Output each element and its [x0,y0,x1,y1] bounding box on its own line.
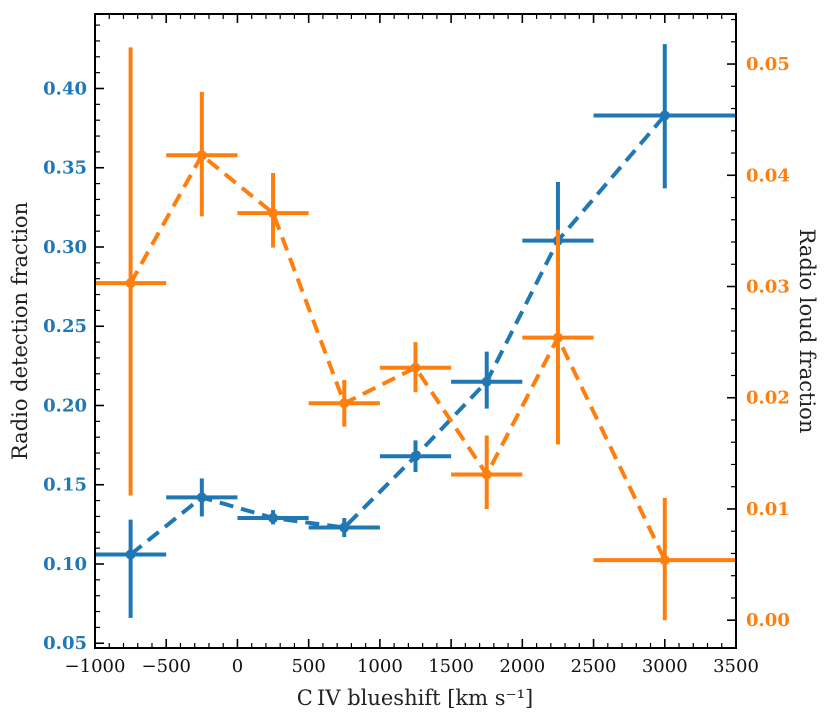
y-right-tick-label: 0.05 [746,54,790,75]
data-point [339,522,350,533]
x-tick-label: 2000 [499,656,545,677]
y-left-tick-label: 0.40 [43,78,87,99]
data-point [196,150,207,161]
series-line-left [129,114,667,557]
data-point [339,398,350,409]
y-right-tick-label: 0.02 [746,388,790,409]
y-left-tick-label: 0.05 [43,633,87,654]
y-right-axis-title: Radio loud fraction [795,229,819,434]
y-right-tick-label: 0.03 [746,277,790,298]
ticks-layer: −1000 −500 0 500 1000 1500 2000 2500 3000 3500 0.0… [43,14,790,677]
x-tick-label: −1000 [65,656,126,677]
y-left-tick-label: 0.30 [43,237,87,258]
x-tick-label: 2500 [571,656,617,677]
data-point [268,208,279,219]
y-left-axis-title: Radio detection fraction [8,202,32,460]
data-point [659,555,670,566]
data-point [125,549,136,560]
data-point [268,513,279,524]
x-tick-label: 3500 [713,656,759,677]
x-tick-label: 1500 [428,656,474,677]
series-layer [95,44,736,621]
x-tick-label: 3000 [642,656,688,677]
series-line-right [128,152,667,561]
x-tick-label: −500 [141,656,190,677]
series-right [95,47,736,621]
y-right-tick-label: 0.04 [746,165,790,186]
data-point [410,451,421,462]
data-point [196,492,207,503]
y-left-tick-label: 0.10 [43,554,87,575]
y-right-tick-label: 0.00 [746,610,790,631]
data-point [481,376,492,387]
x-axis-title: C IV blueshift [km s⁻¹] [297,686,533,710]
y-left-tick-label: 0.20 [43,395,87,416]
plot-frame [94,13,737,649]
data-point [659,110,670,121]
x-tick-label: 0 [232,656,243,677]
data-point [481,469,492,480]
x-tick-label: 1000 [357,656,403,677]
data-point [552,332,563,343]
y-left-tick-label: 0.25 [43,316,87,337]
y-left-tick-label: 0.35 [43,158,87,179]
series-left [95,44,736,618]
data-point [125,278,136,289]
y-left-tick-label: 0.15 [43,475,87,496]
x-tick-label: 500 [291,656,325,677]
data-point [410,362,421,373]
y-right-tick-label: 0.01 [746,499,790,520]
